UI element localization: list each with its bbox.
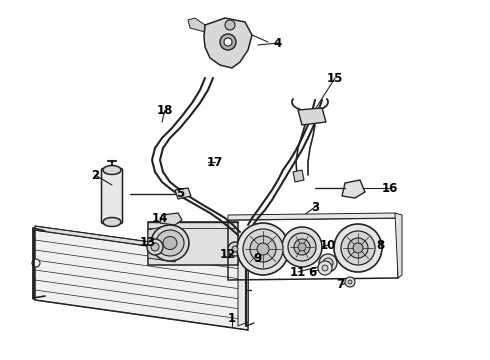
- Circle shape: [288, 233, 316, 261]
- Text: 3: 3: [311, 201, 319, 213]
- Polygon shape: [228, 213, 398, 220]
- Text: 1: 1: [228, 311, 236, 324]
- Text: 10: 10: [320, 239, 336, 252]
- Circle shape: [334, 224, 382, 272]
- Circle shape: [224, 38, 232, 46]
- Text: 13: 13: [140, 235, 156, 248]
- Ellipse shape: [103, 166, 121, 175]
- Text: 18: 18: [157, 104, 173, 117]
- Text: 4: 4: [274, 36, 282, 50]
- Ellipse shape: [103, 217, 121, 226]
- Polygon shape: [160, 213, 182, 225]
- Text: 8: 8: [376, 239, 384, 252]
- Text: 7: 7: [336, 279, 344, 292]
- Text: 11: 11: [290, 266, 306, 279]
- Text: 6: 6: [308, 266, 316, 279]
- Text: 5: 5: [176, 186, 184, 199]
- Ellipse shape: [151, 225, 189, 261]
- Polygon shape: [395, 213, 402, 278]
- Polygon shape: [342, 180, 365, 198]
- Polygon shape: [35, 230, 248, 330]
- Polygon shape: [238, 252, 248, 326]
- Text: 9: 9: [254, 252, 262, 265]
- Circle shape: [243, 229, 283, 269]
- Text: 12: 12: [220, 248, 236, 261]
- Circle shape: [294, 239, 310, 255]
- Circle shape: [348, 238, 368, 258]
- Polygon shape: [204, 18, 252, 68]
- Circle shape: [220, 34, 236, 50]
- Circle shape: [319, 254, 337, 272]
- Circle shape: [147, 239, 163, 255]
- Circle shape: [345, 277, 355, 287]
- Ellipse shape: [156, 230, 184, 256]
- Circle shape: [151, 243, 159, 251]
- Circle shape: [318, 261, 332, 275]
- Circle shape: [232, 246, 238, 252]
- Circle shape: [225, 20, 235, 30]
- Polygon shape: [298, 108, 326, 125]
- Circle shape: [323, 258, 333, 268]
- Polygon shape: [188, 18, 205, 32]
- Circle shape: [228, 242, 242, 256]
- Circle shape: [298, 243, 306, 251]
- Polygon shape: [148, 222, 238, 265]
- Circle shape: [32, 259, 40, 267]
- Circle shape: [341, 231, 375, 265]
- Text: 16: 16: [382, 181, 398, 194]
- Circle shape: [322, 265, 328, 271]
- FancyBboxPatch shape: [101, 168, 122, 224]
- Ellipse shape: [163, 237, 177, 249]
- Circle shape: [257, 243, 269, 255]
- Polygon shape: [148, 225, 185, 262]
- Text: 15: 15: [327, 72, 343, 85]
- Polygon shape: [293, 170, 304, 182]
- Text: 14: 14: [152, 212, 168, 225]
- Text: 17: 17: [207, 156, 223, 168]
- Circle shape: [353, 243, 363, 253]
- Text: 2: 2: [91, 168, 99, 181]
- Circle shape: [250, 236, 276, 262]
- Circle shape: [237, 223, 289, 275]
- Circle shape: [348, 280, 352, 284]
- Circle shape: [282, 227, 322, 267]
- Polygon shape: [35, 226, 248, 260]
- Polygon shape: [175, 188, 191, 199]
